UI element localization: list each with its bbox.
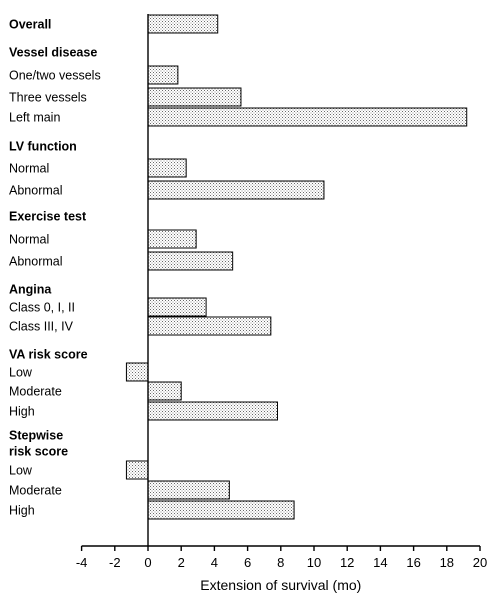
bar [147,500,295,520]
bar-label: Moderate [9,484,62,498]
x-tick-label: 10 [307,555,321,570]
bar [125,362,149,382]
bar-label: Normal [9,233,49,247]
bar [147,229,197,249]
group-title: Angina [9,283,52,297]
bars [125,14,468,520]
bar [147,251,234,271]
bar [147,14,219,34]
x-tick-label: 16 [406,555,420,570]
group-title: risk score [9,445,68,459]
x-tick-label: -4 [76,555,88,570]
bar-label: Moderate [9,385,62,399]
bar [147,316,272,336]
bar-label: Left main [9,111,60,125]
bar [125,460,149,480]
x-tick-label: -2 [109,555,121,570]
bar-label: High [9,405,35,419]
bar [147,65,179,85]
bar [147,158,187,178]
bar [147,107,468,127]
bar-label: One/two vessels [9,69,101,83]
bar [147,480,230,500]
group-title: Exercise test [9,210,87,224]
x-axis-label: Extension of survival (mo) [200,577,361,593]
bar [147,297,207,317]
x-tick-label: 20 [473,555,487,570]
x-tick-label: 0 [144,555,151,570]
group-title: Overall [9,18,51,32]
bar [147,180,325,200]
bar-label: Class 0, I, II [9,301,75,315]
group-title: Vessel disease [9,46,97,60]
bar-label: Class III, IV [9,320,74,334]
x-tick-label: 14 [373,555,387,570]
group-title: LV function [9,140,77,154]
bar [147,381,182,401]
x-tick-label: 12 [340,555,354,570]
x-tick-label: 2 [178,555,185,570]
bar-label: Abnormal [9,184,63,198]
x-tick-label: 4 [211,555,218,570]
axes: -4 -2 0 2 4 6 8 10 12 14 16 18 20 [76,14,487,570]
bar-label: Three vessels [9,91,87,105]
bar-label: Normal [9,162,49,176]
bar-label: Abnormal [9,255,63,269]
x-tick-label: 8 [277,555,284,570]
bar-label: Low [9,366,33,380]
x-tick-label: 18 [440,555,454,570]
bar [147,401,278,421]
bar-label: High [9,504,35,518]
category-labels: Overall Vessel disease One/two vessels Thre… [9,18,101,518]
x-tick-label: 6 [244,555,251,570]
group-title: Stepwise [9,429,63,443]
bar [147,87,242,107]
group-title: VA risk score [9,348,88,362]
bar-label: Low [9,464,33,478]
